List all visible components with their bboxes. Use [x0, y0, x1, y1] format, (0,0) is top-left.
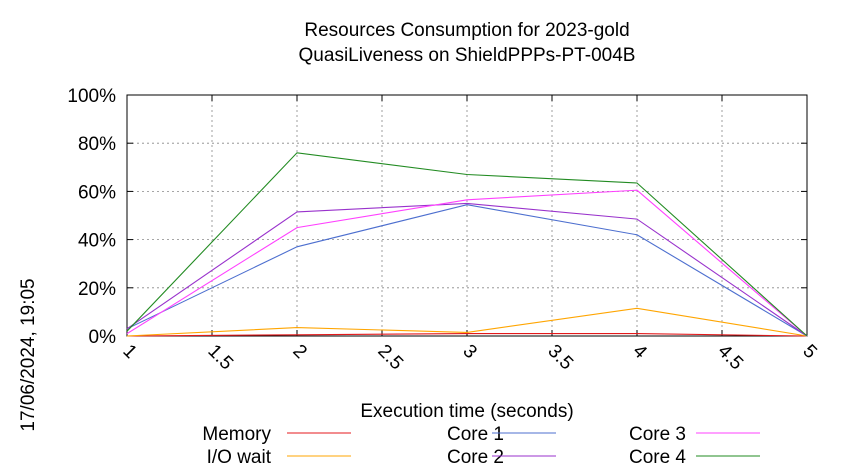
x-tick-label: 2.5: [373, 341, 407, 375]
x-tick-label: 3.5: [543, 341, 577, 375]
legend-label: Memory: [202, 424, 271, 445]
series-line-core-2: [126, 202, 808, 337]
x-axis-label: Execution time (seconds): [360, 401, 573, 422]
legend-label: Core 3: [629, 424, 686, 445]
chart-title-line-1: Resources Consumption for 2023-gold: [304, 20, 629, 41]
legend-label: Core 2: [447, 447, 504, 468]
legend-label: I/O wait: [207, 447, 272, 468]
x-tick-label: 3: [458, 341, 480, 363]
legend-label: Core 4: [629, 447, 686, 468]
y-tick-label: 0%: [89, 327, 117, 348]
chart-title-line-2: QuasiLiveness on ShieldPPPs-PT-004B: [299, 45, 636, 66]
y-tick-label: 40%: [78, 231, 116, 252]
timestamp-label: 17/06/2024, 19:05: [18, 278, 39, 431]
series-lines: [126, 152, 808, 337]
y-tick-label: 80%: [78, 134, 116, 155]
series-line-i-o-wait: [126, 307, 808, 337]
series-line-core-3: [126, 189, 808, 337]
series-line-memory: [126, 333, 808, 337]
grid: [127, 95, 807, 336]
x-tick-label: 1: [118, 341, 140, 363]
y-tick-label: 60%: [78, 182, 116, 203]
y-tick-label: 100%: [67, 86, 116, 107]
x-tick-label: 4.5: [713, 341, 747, 375]
x-tick-label: 2: [288, 341, 310, 363]
series-line-core-1: [126, 204, 808, 337]
x-tick-label: 5: [798, 341, 820, 363]
series-line-core-4: [126, 152, 808, 337]
y-axis-ticks: 0% 20% 40% 60% 80% 100%: [67, 86, 807, 348]
x-tick-label: 4: [628, 341, 651, 364]
x-tick-label: 1.5: [203, 341, 237, 375]
y-tick-label: 20%: [78, 279, 116, 300]
legend-label: Core 1: [447, 424, 504, 445]
